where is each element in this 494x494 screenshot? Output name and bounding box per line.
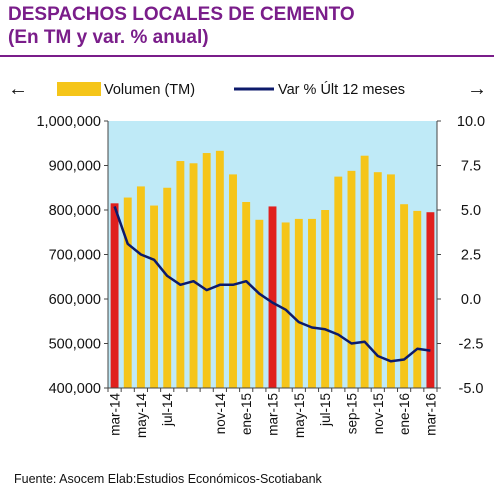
legend: ← Volumen (TM) Var % Últ 12 meses →: [8, 78, 487, 100]
left-tick-label: 700,000: [49, 248, 101, 264]
bar: [308, 218, 316, 388]
series-line: [113, 205, 431, 363]
bar: [400, 204, 409, 388]
bar: [215, 150, 224, 388]
bar: [242, 201, 251, 388]
x-tick-label: may-15: [292, 393, 307, 438]
x-tick-label: mar-14: [108, 393, 123, 436]
legend-left-arrow: ←: [8, 78, 28, 100]
bar: [255, 219, 264, 388]
legend-label-line: Var % Últ 12 meses: [278, 81, 405, 98]
chart-subtitle: (En TM y var. % anual): [8, 27, 209, 48]
bar: [163, 187, 172, 388]
x-tick-label: nov-15: [371, 393, 386, 434]
x-tick-label: nov-14: [213, 393, 228, 435]
x-tick-label: jul-15: [318, 393, 333, 427]
x-tick-label: mar-16: [423, 393, 438, 436]
bar: [386, 174, 395, 388]
bar: [268, 206, 277, 388]
x-tick-label: ene-16: [397, 393, 412, 435]
legend-label-bar: Volumen (TM): [104, 82, 195, 98]
bar: [294, 218, 303, 388]
right-tick-label: 5.0: [461, 203, 481, 219]
bar: [176, 161, 185, 388]
source-note: Fuente: Asocem Elab:Estudios Económicos-…: [14, 472, 322, 486]
bar: [202, 153, 211, 388]
bar: [321, 210, 330, 388]
left-tick-label: 600,000: [49, 292, 101, 308]
legend-swatch-bar: [57, 82, 101, 96]
right-tick-label: -2.5: [459, 337, 484, 353]
left-tick-label: 1,000,000: [36, 114, 101, 130]
bar: [229, 174, 237, 388]
x-tick-label: may-14: [134, 393, 149, 439]
right-tick-label: 0.0: [461, 292, 481, 308]
bar: [123, 197, 132, 388]
bar: [373, 172, 382, 388]
left-tick-label: 500,000: [49, 337, 101, 353]
x-tick-label: sep-15: [344, 393, 359, 434]
title-divider: [0, 55, 494, 57]
bar: [426, 212, 435, 388]
bar: [334, 176, 343, 388]
chart-title: DESPACHOS LOCALES DE CEMENTO: [8, 4, 355, 25]
chart-area: 400,000 500,000 600,000 700,000 800,000 900,0…: [8, 78, 487, 439]
x-tick-label: ene-15: [239, 393, 254, 435]
bar: [281, 222, 290, 388]
bar: [110, 203, 119, 388]
right-tick-label: 2.5: [461, 248, 481, 264]
bar: [189, 163, 198, 388]
bar: [150, 205, 159, 388]
left-tick-label: 900,000: [49, 159, 101, 175]
right-tick-label: 10.0: [457, 114, 485, 130]
bar: [347, 170, 356, 388]
right-tick-label: 7.5: [461, 159, 481, 175]
x-tick-label: mar-15: [266, 393, 281, 436]
left-tick-label: 800,000: [49, 203, 101, 219]
left-tick-label: 400,000: [49, 381, 101, 397]
bar: [136, 186, 145, 388]
x-tick-label: jul-14: [160, 393, 175, 428]
right-tick-label: -5.0: [459, 381, 484, 397]
bar: [360, 155, 369, 388]
bar: [413, 210, 422, 388]
legend-right-arrow: →: [467, 78, 487, 100]
